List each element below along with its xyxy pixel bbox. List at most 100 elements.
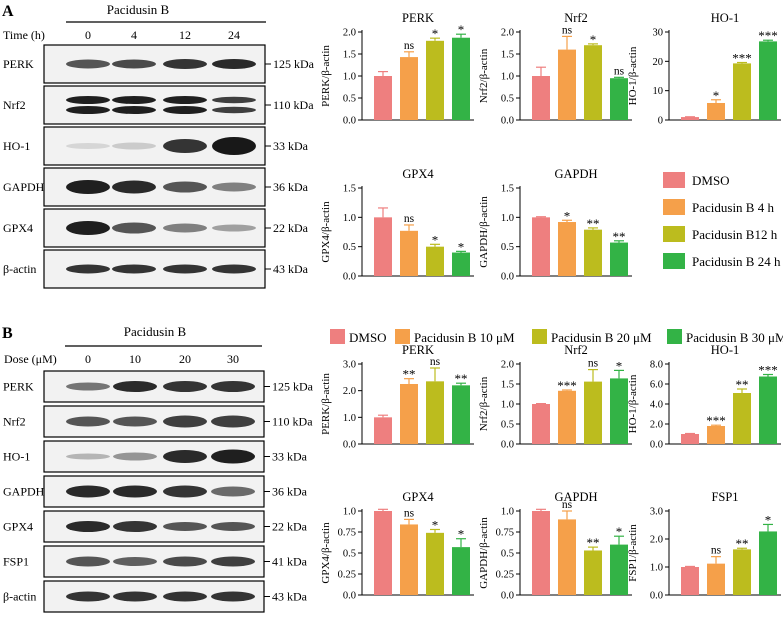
- panel-b-blot-band: [66, 382, 110, 391]
- y-axis-label: Nrf2/β-actin: [478, 376, 490, 431]
- y-tick-label: 0.5: [501, 420, 514, 431]
- bar: [374, 511, 392, 595]
- panel-a-treatment: Pacidusin B: [107, 2, 170, 17]
- significance-label: *: [432, 232, 439, 247]
- panel-b-blot-band: [211, 486, 255, 497]
- panel-a-blot-band: [212, 264, 256, 274]
- bar: [584, 550, 602, 595]
- significance-label: ns: [562, 499, 573, 511]
- y-tick-label: 30: [653, 28, 664, 39]
- significance-label: ns: [404, 507, 415, 519]
- bar-chart-b-gpx4: GPX4 0.0 0.25 0.5 0.75 1.0 GPX4/β-actin ns * *: [320, 490, 474, 602]
- legend-label: DMSO: [349, 330, 387, 345]
- chart-title: HO-1: [711, 343, 739, 357]
- panel-a-blot-band: [163, 181, 207, 193]
- bar: [681, 567, 699, 595]
- significance-label: ***: [758, 363, 778, 378]
- bar-chart-b-ho-1: HO-10.02.04.06.08.0HO-1/β-actin ********: [627, 343, 781, 451]
- panel-b-blot-band: [66, 416, 110, 427]
- bar: [400, 230, 418, 276]
- panel-b-protein-label: FSP1: [3, 555, 29, 569]
- panel-a-blot-band: [163, 223, 207, 233]
- panel-a-kda-label: 22 kDa: [273, 221, 309, 235]
- y-axis-label: GPX4/β-actin: [320, 201, 332, 263]
- legend-swatch: [330, 329, 345, 344]
- panel-b-blot-band: [66, 453, 110, 460]
- bar: [426, 40, 444, 120]
- chart-title: GAPDH: [554, 490, 597, 504]
- y-tick-label: 1.0: [343, 72, 356, 83]
- panel-b-blot-row: β-actin 43 kDa: [3, 580, 308, 613]
- y-tick-label: 1.0: [343, 413, 356, 424]
- panel-b-protein-label: β-actin: [3, 590, 36, 604]
- bar: [584, 229, 602, 276]
- y-axis-label: PERK/β-actin: [320, 373, 332, 435]
- y-tick-label: 1.0: [650, 563, 663, 574]
- panel-a-protein-label: GAPDH: [3, 180, 45, 194]
- panel-a-protein-label: HO-1: [3, 139, 30, 153]
- legend-swatch: [663, 253, 685, 269]
- significance-label: ns: [588, 358, 599, 370]
- significance-label: **: [587, 216, 600, 231]
- panel-b-blot-band: [113, 485, 157, 498]
- bar: [584, 381, 602, 444]
- significance-label: ns: [711, 545, 722, 557]
- significance-label: **: [403, 367, 416, 382]
- bar: [374, 417, 392, 444]
- panel-a-blot-band: [163, 106, 207, 114]
- panel-b-protein-label: Nrf2: [3, 415, 26, 429]
- y-tick-label: 3.0: [343, 360, 356, 371]
- legend-label: Pacidusin B 20 μM: [551, 330, 652, 345]
- panel-b-blot-band: [66, 485, 110, 498]
- panel-b-label: B: [2, 325, 13, 342]
- y-axis-label: FSP1/β-actin: [627, 524, 639, 582]
- panel-a-protein-label: PERK: [3, 57, 34, 71]
- panel-a-blot-row: GPX4 22 kDa: [3, 208, 309, 248]
- panel-a-blot-band: [112, 264, 156, 274]
- y-tick-label: 2.0: [343, 28, 356, 39]
- y-tick-label: 0.0: [343, 272, 356, 283]
- legend-panel-b: DMSO Pacidusin B 10 μM Pacidusin B 20 μM Pa…: [330, 329, 783, 345]
- bar: [584, 45, 602, 121]
- bar: [452, 547, 470, 595]
- y-tick-label: 4.0: [650, 400, 663, 411]
- panel-a-blot-band: [163, 264, 207, 274]
- panel-a-blot-band: [112, 106, 156, 114]
- significance-label: *: [616, 524, 623, 539]
- y-tick-label: 0.0: [501, 440, 514, 451]
- significance-label: ***: [706, 413, 726, 428]
- panel-a-blot-band: [212, 182, 256, 192]
- panel-b-blot-band: [66, 521, 110, 532]
- panel-a-blot-band: [66, 106, 110, 114]
- bar: [374, 76, 392, 120]
- y-tick-label: 0.0: [501, 591, 514, 602]
- panel-b-condition-label: 30: [227, 352, 239, 366]
- y-axis-label: HO-1/β-actin: [627, 46, 639, 105]
- legend-swatch: [663, 226, 685, 242]
- significance-label: *: [458, 527, 465, 542]
- bar: [759, 376, 777, 444]
- y-axis-label: Nrf2/β-actin: [478, 48, 490, 103]
- panel-a-condition-label: 12: [179, 28, 191, 42]
- panel-b-blot-band: [211, 381, 255, 392]
- panel-a-blot-row: Nrf2 110 kDa: [3, 85, 314, 125]
- bar: [558, 222, 576, 276]
- y-tick-label: 0.5: [501, 94, 514, 105]
- panel-b-condition-label: 20: [179, 352, 191, 366]
- y-tick-label: 0.5: [343, 94, 356, 105]
- legend-swatch: [395, 329, 410, 344]
- y-tick-label: 1.5: [501, 184, 514, 195]
- panel-b-blot-band: [163, 381, 207, 392]
- panel-b-blot-row: FSP1 41 kDa: [3, 545, 308, 578]
- panel-a-blot-band: [66, 221, 110, 235]
- panel-b-blot-band: [163, 522, 207, 531]
- y-tick-label: 6.0: [650, 380, 663, 391]
- bar: [400, 524, 418, 595]
- y-tick-label: 2.0: [650, 420, 663, 431]
- y-tick-label: 0.0: [650, 440, 663, 451]
- significance-label: ***: [758, 28, 778, 43]
- chart-title: HO-1: [711, 11, 739, 25]
- panel-b-kda-label: 43 kDa: [272, 590, 308, 604]
